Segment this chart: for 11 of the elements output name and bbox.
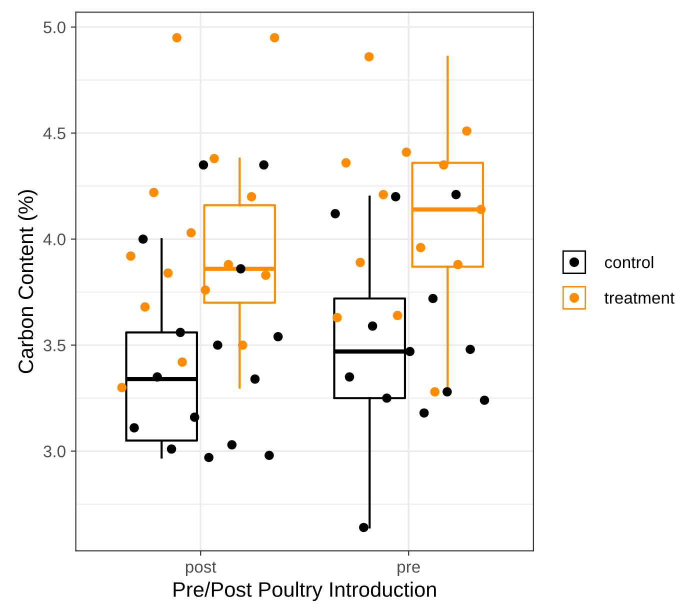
y-tick-label: 3.0 (44, 446, 66, 458)
y-tick-label: 3.5 (44, 340, 66, 352)
legend-label: control (604, 256, 654, 268)
x-axis-title: Pre/Post Poultry Introduction (174, 582, 436, 602)
y-tick-label: 5.0 (44, 21, 66, 34)
y-axis-title: Carbon Content (%) (18, 190, 38, 374)
x-tick-label: post (186, 562, 216, 576)
legend-label: treatment (604, 292, 675, 304)
y-tick-label: 4.5 (43, 128, 66, 140)
x-tick-label: pre (398, 564, 420, 576)
y-tick-label: 4.0 (43, 234, 66, 246)
